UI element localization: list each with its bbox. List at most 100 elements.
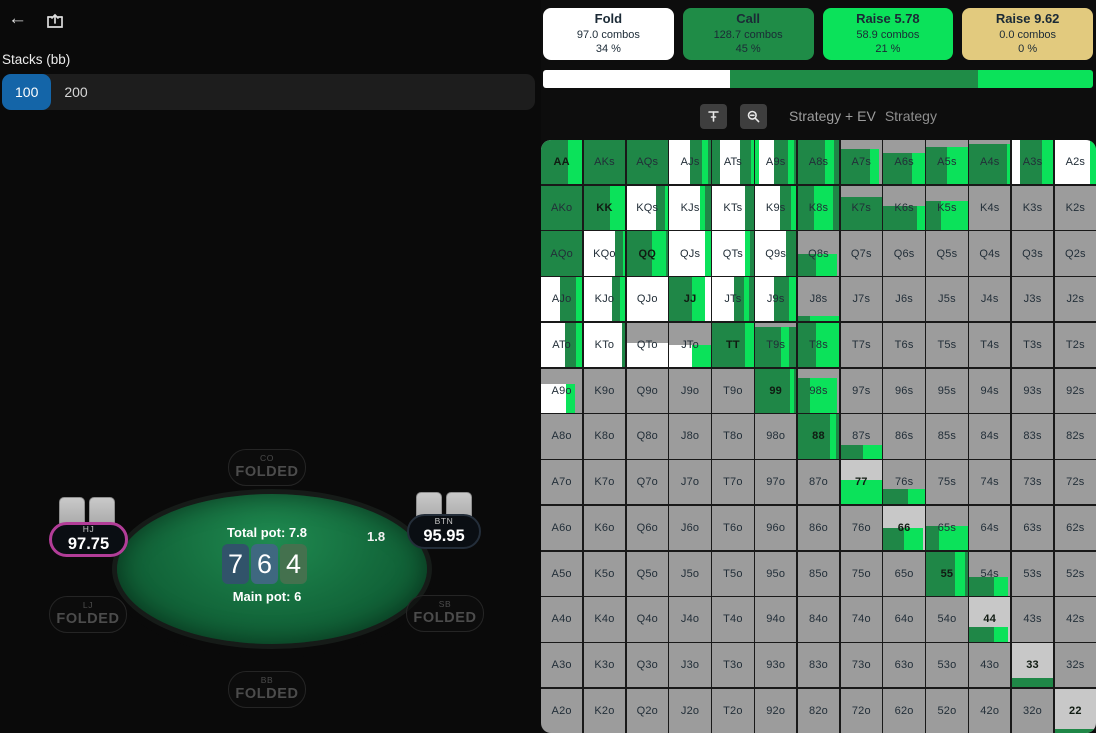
- tab-strategy-ev[interactable]: Strategy + EV: [789, 108, 876, 124]
- matrix-cell-A7o[interactable]: A7o: [541, 460, 583, 505]
- matrix-cell-85s[interactable]: 85s: [926, 414, 968, 459]
- matrix-cell-JTs[interactable]: JTs: [712, 277, 754, 322]
- matrix-cell-K5o[interactable]: K5o: [583, 551, 626, 596]
- matrix-cell-Q7s[interactable]: Q7s: [840, 231, 882, 276]
- matrix-cell-72s[interactable]: 72s: [1054, 460, 1096, 505]
- matrix-cell-95o[interactable]: 95o: [755, 551, 797, 596]
- matrix-cell-QJo[interactable]: QJo: [626, 277, 668, 322]
- matrix-cell-J8o[interactable]: J8o: [669, 414, 711, 459]
- matrix-cell-74s[interactable]: 74s: [969, 460, 1011, 505]
- matrix-cell-J4s[interactable]: J4s: [969, 277, 1011, 322]
- matrix-cell-AJo[interactable]: AJo: [541, 277, 583, 322]
- matrix-cell-AKs[interactable]: AKs: [583, 140, 626, 185]
- matrix-cell-33[interactable]: 33: [1011, 643, 1054, 688]
- matrix-cell-QTo[interactable]: QTo: [626, 322, 668, 368]
- matrix-cell-Q9s[interactable]: Q9s: [755, 231, 797, 276]
- matrix-cell-74o[interactable]: 74o: [840, 597, 882, 642]
- matrix-cell-84s[interactable]: 84s: [969, 414, 1011, 459]
- tab-strategy[interactable]: Strategy: [884, 108, 937, 124]
- matrix-cell-52s[interactable]: 52s: [1054, 551, 1096, 596]
- matrix-cell-J9o[interactable]: J9o: [669, 368, 711, 413]
- matrix-cell-K8s[interactable]: K8s: [797, 185, 840, 230]
- matrix-cell-T5s[interactable]: T5s: [926, 322, 968, 368]
- matrix-cell-A9s[interactable]: A9s: [755, 140, 797, 185]
- matrix-cell-82o[interactable]: 82o: [797, 688, 840, 733]
- matrix-cell-Q5o[interactable]: Q5o: [626, 551, 668, 596]
- matrix-cell-96s[interactable]: 96s: [883, 368, 925, 413]
- matrix-cell-A6s[interactable]: A6s: [883, 140, 925, 185]
- matrix-cell-T6s[interactable]: T6s: [883, 322, 925, 368]
- matrix-cell-93o[interactable]: 93o: [755, 643, 797, 688]
- matrix-cell-QQ[interactable]: QQ: [626, 231, 668, 276]
- matrix-cell-T7s[interactable]: T7s: [840, 322, 882, 368]
- matrix-cell-97o[interactable]: 97o: [755, 460, 797, 505]
- matrix-cell-K3o[interactable]: K3o: [583, 643, 626, 688]
- matrix-cell-Q5s[interactable]: Q5s: [926, 231, 968, 276]
- matrix-cell-Q6s[interactable]: Q6s: [883, 231, 925, 276]
- matrix-cell-Q2s[interactable]: Q2s: [1054, 231, 1096, 276]
- export-icon[interactable]: [45, 11, 65, 31]
- matrix-cell-T2s[interactable]: T2s: [1054, 322, 1096, 368]
- matrix-cell-A3s[interactable]: A3s: [1011, 140, 1054, 185]
- matrix-cell-T9s[interactable]: T9s: [755, 322, 797, 368]
- matrix-cell-83o[interactable]: 83o: [797, 643, 840, 688]
- matrix-cell-J3o[interactable]: J3o: [669, 643, 711, 688]
- matrix-cell-A5o[interactable]: A5o: [541, 551, 583, 596]
- matrix-cell-32s[interactable]: 32s: [1054, 643, 1096, 688]
- matrix-cell-AKo[interactable]: AKo: [541, 185, 583, 230]
- matrix-cell-J5o[interactable]: J5o: [669, 551, 711, 596]
- matrix-cell-75o[interactable]: 75o: [840, 551, 882, 596]
- matrix-cell-KQs[interactable]: KQs: [626, 185, 668, 230]
- matrix-cell-85o[interactable]: 85o: [797, 551, 840, 596]
- matrix-cell-Q6o[interactable]: Q6o: [626, 505, 668, 551]
- matrix-cell-64s[interactable]: 64s: [969, 505, 1011, 551]
- matrix-cell-J4o[interactable]: J4o: [669, 597, 711, 642]
- matrix-cell-76s[interactable]: 76s: [883, 460, 925, 505]
- matrix-cell-54o[interactable]: 54o: [926, 597, 968, 642]
- pin-icon[interactable]: [700, 103, 728, 129]
- matrix-cell-87s[interactable]: 87s: [840, 414, 882, 459]
- matrix-cell-K4s[interactable]: K4s: [969, 185, 1011, 230]
- matrix-cell-A7s[interactable]: A7s: [840, 140, 882, 185]
- matrix-cell-44[interactable]: 44: [969, 597, 1011, 642]
- matrix-cell-63o[interactable]: 63o: [883, 643, 925, 688]
- matrix-cell-A6o[interactable]: A6o: [541, 505, 583, 551]
- matrix-cell-Q2o[interactable]: Q2o: [626, 688, 668, 733]
- matrix-cell-AQs[interactable]: AQs: [626, 140, 668, 185]
- matrix-cell-A4o[interactable]: A4o: [541, 597, 583, 642]
- matrix-cell-98s[interactable]: 98s: [797, 368, 840, 413]
- matrix-cell-A4s[interactable]: A4s: [969, 140, 1011, 185]
- action-button-raise-9-62[interactable]: Raise 9.62 0.0 combos 0 %: [962, 8, 1093, 60]
- matrix-cell-54s[interactable]: 54s: [969, 551, 1011, 596]
- matrix-cell-A5s[interactable]: A5s: [926, 140, 968, 185]
- matrix-cell-QJs[interactable]: QJs: [669, 231, 711, 276]
- matrix-cell-J7s[interactable]: J7s: [840, 277, 882, 322]
- matrix-cell-64o[interactable]: 64o: [883, 597, 925, 642]
- matrix-cell-J2o[interactable]: J2o: [669, 688, 711, 733]
- matrix-cell-77[interactable]: 77: [840, 460, 882, 505]
- matrix-cell-A8o[interactable]: A8o: [541, 414, 583, 459]
- matrix-cell-J2s[interactable]: J2s: [1054, 277, 1096, 322]
- matrix-cell-Q9o[interactable]: Q9o: [626, 368, 668, 413]
- matrix-cell-92o[interactable]: 92o: [755, 688, 797, 733]
- matrix-cell-83s[interactable]: 83s: [1011, 414, 1054, 459]
- matrix-cell-K2s[interactable]: K2s: [1054, 185, 1096, 230]
- stack-option-200[interactable]: 200: [64, 84, 88, 100]
- matrix-cell-66[interactable]: 66: [883, 505, 925, 551]
- matrix-cell-88[interactable]: 88: [797, 414, 840, 459]
- matrix-cell-K7s[interactable]: K7s: [840, 185, 882, 230]
- matrix-cell-84o[interactable]: 84o: [797, 597, 840, 642]
- matrix-cell-KJs[interactable]: KJs: [669, 185, 711, 230]
- action-button-raise-5-78[interactable]: Raise 5.78 58.9 combos 21 %: [822, 8, 954, 60]
- matrix-cell-JJ[interactable]: JJ: [669, 277, 711, 322]
- matrix-cell-A8s[interactable]: A8s: [797, 140, 840, 185]
- matrix-cell-82s[interactable]: 82s: [1054, 414, 1096, 459]
- matrix-cell-96o[interactable]: 96o: [755, 505, 797, 551]
- matrix-cell-42o[interactable]: 42o: [969, 688, 1011, 733]
- matrix-cell-42s[interactable]: 42s: [1054, 597, 1096, 642]
- matrix-cell-93s[interactable]: 93s: [1011, 368, 1054, 413]
- matrix-cell-T4o[interactable]: T4o: [712, 597, 754, 642]
- matrix-cell-T6o[interactable]: T6o: [712, 505, 754, 551]
- matrix-cell-A2o[interactable]: A2o: [541, 688, 583, 733]
- matrix-cell-K4o[interactable]: K4o: [583, 597, 626, 642]
